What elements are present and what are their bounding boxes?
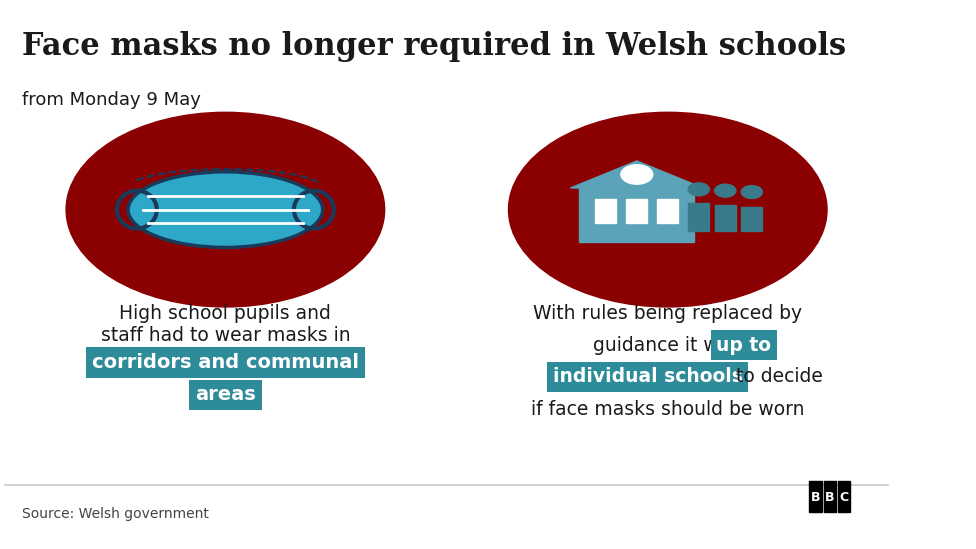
Text: B: B <box>825 491 834 505</box>
Text: if face masks should be worn: if face masks should be worn <box>531 400 804 419</box>
Text: With rules being replaced by: With rules being replaced by <box>533 304 802 323</box>
FancyBboxPatch shape <box>714 205 736 231</box>
Circle shape <box>741 186 762 199</box>
FancyBboxPatch shape <box>627 199 647 223</box>
Text: High school pupils and
staff had to wear masks in: High school pupils and staff had to wear… <box>101 304 350 345</box>
Text: Source: Welsh government: Source: Welsh government <box>21 507 209 521</box>
Circle shape <box>508 113 827 307</box>
Text: B: B <box>811 491 820 505</box>
Circle shape <box>714 184 736 197</box>
Text: C: C <box>839 491 848 505</box>
FancyBboxPatch shape <box>595 199 617 223</box>
FancyBboxPatch shape <box>580 188 694 242</box>
Circle shape <box>66 113 385 307</box>
Circle shape <box>621 165 653 184</box>
Text: areas: areas <box>195 385 256 404</box>
Polygon shape <box>570 161 703 188</box>
FancyBboxPatch shape <box>688 203 710 231</box>
Text: corridors and communal: corridors and communal <box>92 353 359 372</box>
Text: from Monday 9 May: from Monday 9 May <box>21 91 201 109</box>
Ellipse shape <box>128 172 323 248</box>
FancyBboxPatch shape <box>657 199 678 223</box>
Text: to decide: to decide <box>730 367 823 386</box>
Text: guidance it will be: guidance it will be <box>592 335 769 355</box>
Circle shape <box>688 183 710 196</box>
FancyBboxPatch shape <box>837 481 850 512</box>
Text: up to: up to <box>716 335 771 355</box>
Text: Face masks no longer required in Welsh schools: Face masks no longer required in Welsh s… <box>21 31 846 62</box>
FancyBboxPatch shape <box>741 206 762 231</box>
Text: individual schools: individual schools <box>552 367 743 386</box>
FancyBboxPatch shape <box>809 481 822 512</box>
FancyBboxPatch shape <box>824 481 835 512</box>
